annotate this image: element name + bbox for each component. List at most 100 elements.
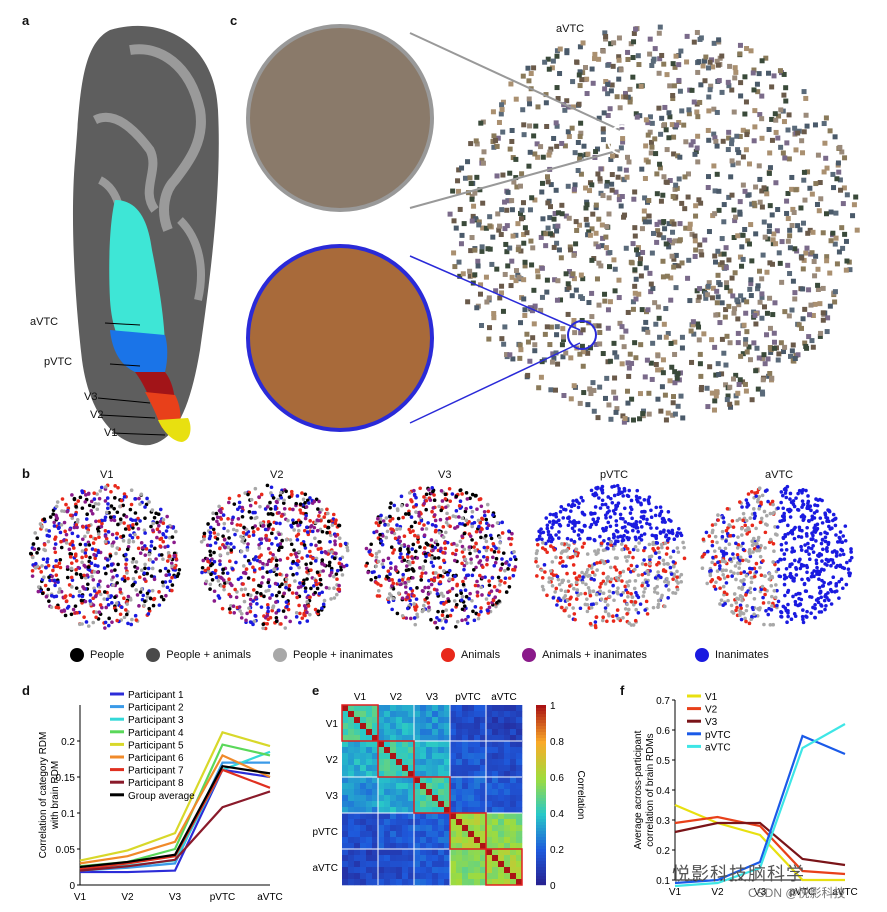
thumbnail <box>630 306 636 312</box>
thumbnail <box>740 232 746 238</box>
thumbnail <box>800 150 806 156</box>
embedding-point <box>294 534 299 538</box>
embedding-point <box>583 591 588 596</box>
embedding-point <box>138 519 142 523</box>
thumbnail <box>525 372 531 378</box>
panel-d-chart: 00.050.10.150.2V1 V2 V3 pVTC aVTCCorrelation… <box>38 690 283 903</box>
embedding-point <box>407 491 412 495</box>
embedding-point <box>430 486 435 490</box>
thumbnail <box>748 48 754 54</box>
embedding-point <box>789 617 794 622</box>
embedding-point <box>225 580 230 585</box>
thumbnail <box>723 382 729 388</box>
embedding-point <box>775 525 780 529</box>
embedding-point <box>499 566 503 571</box>
thumbnail <box>760 252 766 258</box>
thumbnail <box>759 291 765 297</box>
embedding-point <box>496 546 501 551</box>
thumbnail <box>684 33 690 39</box>
embedding-point <box>413 622 418 627</box>
embedding-point <box>432 578 437 583</box>
thumbnail <box>672 380 678 386</box>
embedding-point <box>460 516 465 521</box>
embedding-point <box>248 597 253 602</box>
embedding-point <box>302 543 307 547</box>
thumbnail <box>643 319 649 325</box>
embedding-point <box>817 577 821 582</box>
embedding-point <box>555 574 560 579</box>
thumbnail <box>713 393 719 399</box>
thumbnail <box>556 247 562 253</box>
embedding-point <box>305 498 310 503</box>
embedding-point <box>495 600 499 605</box>
embedding-point <box>169 561 174 566</box>
embedding-point <box>292 528 296 532</box>
embedding-point <box>596 516 601 521</box>
thumbnail <box>653 361 659 367</box>
thumbnail <box>731 207 737 213</box>
embedding-point <box>468 591 472 596</box>
thumbnail <box>724 280 730 286</box>
embedding-point <box>656 602 661 607</box>
embedding-point <box>168 579 173 584</box>
thumbnail <box>759 58 765 64</box>
embedding-point <box>425 542 430 547</box>
embedding-point <box>478 521 483 525</box>
thumbnail <box>589 290 595 296</box>
embedding-point <box>634 520 639 524</box>
embedding-point <box>116 562 120 567</box>
embedding-point <box>591 492 595 497</box>
embedding-point <box>614 519 619 523</box>
thumbnail <box>646 411 652 417</box>
embedding-point <box>812 529 816 534</box>
embedding-point <box>113 568 117 572</box>
thumbnail <box>554 48 560 54</box>
embedding-point <box>110 601 114 605</box>
embedding-point <box>103 518 107 522</box>
thumbnail <box>671 134 677 140</box>
embedding-point <box>136 535 140 540</box>
thumbnail <box>520 107 526 113</box>
embedding-point <box>308 549 312 554</box>
thumbnail <box>833 210 839 216</box>
embedding-point <box>203 568 208 573</box>
embedding-point <box>72 496 77 501</box>
embedding-point <box>820 559 824 563</box>
embedding-point <box>637 496 642 500</box>
thumbnail <box>767 260 773 266</box>
embedding-point <box>329 597 333 601</box>
thumbnail <box>602 298 608 304</box>
embedding-point <box>281 609 286 613</box>
thumbnail <box>712 135 718 141</box>
thumbnail <box>792 290 798 296</box>
embedding-point <box>102 566 107 570</box>
thumbnail <box>660 258 666 264</box>
thumbnail <box>671 264 677 270</box>
embedding-point <box>292 548 296 552</box>
embedding-point <box>284 577 289 582</box>
embedding-point <box>134 560 139 564</box>
embedding-point <box>221 567 226 572</box>
thumbnail <box>526 96 532 102</box>
embedding-point <box>86 624 91 628</box>
thumbnail <box>555 361 561 367</box>
embedding-point <box>601 571 606 576</box>
thumbnail <box>730 376 736 382</box>
embedding-point <box>413 520 417 525</box>
thumbnail <box>685 275 691 281</box>
thumbnail <box>472 272 478 278</box>
embedding-point <box>302 611 306 616</box>
embedding-point <box>776 567 781 572</box>
embedding-point <box>557 596 561 601</box>
embedding-point <box>649 508 653 513</box>
embedding-point <box>149 524 153 529</box>
thumbnail <box>566 215 572 221</box>
embedding-point <box>151 603 156 608</box>
thumbnail <box>655 353 661 359</box>
embedding-point <box>598 534 602 539</box>
legend-label: Animals <box>460 649 501 661</box>
thumbnail <box>605 143 611 149</box>
embedding-point <box>779 542 784 547</box>
embedding-point <box>560 605 564 610</box>
embedding-point <box>656 546 660 550</box>
